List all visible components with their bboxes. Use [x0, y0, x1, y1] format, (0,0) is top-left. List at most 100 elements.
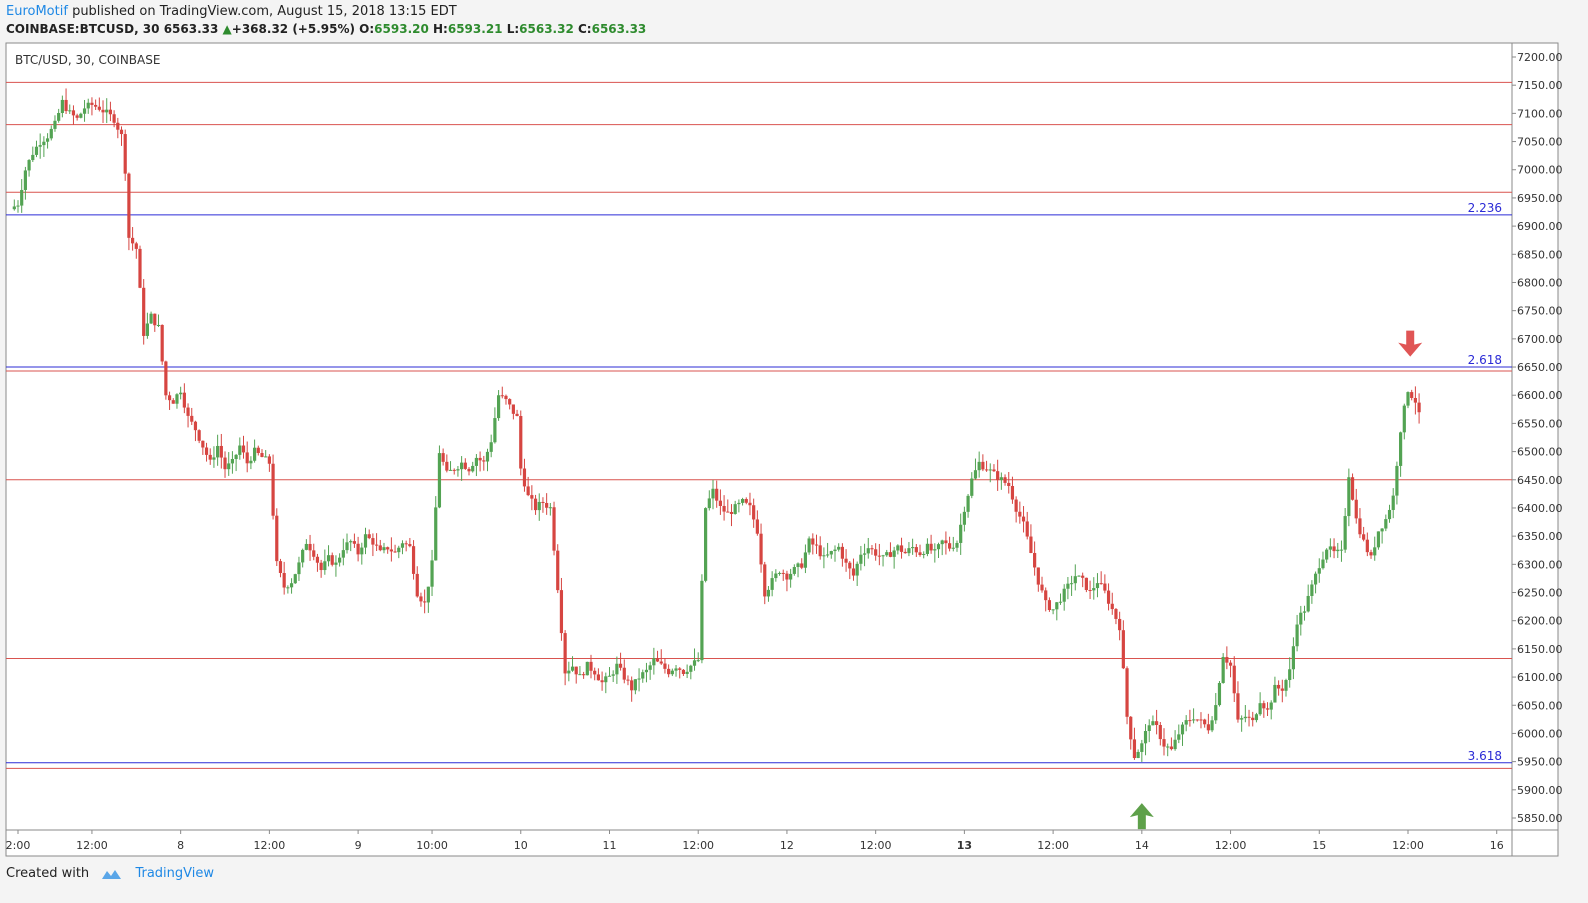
- candle-body: [881, 555, 885, 557]
- candle-body: [1269, 702, 1273, 710]
- candle-body: [829, 551, 833, 555]
- candle-body: [108, 109, 113, 115]
- candle-body: [803, 552, 808, 568]
- candle-body: [1129, 716, 1133, 740]
- candle-body: [1288, 669, 1292, 681]
- candle-body: [138, 248, 142, 288]
- candle-body: [752, 505, 756, 520]
- candle-body: [1044, 590, 1048, 601]
- candle-body: [452, 469, 456, 471]
- candle-body: [1240, 718, 1244, 720]
- horizontal-lines: 2.236 2.618 3.618: [6, 81, 1512, 769]
- candle-body: [951, 547, 955, 549]
- candle-body: [1047, 600, 1052, 610]
- candle-body: [238, 445, 242, 455]
- candle-body: [659, 661, 663, 664]
- candle-body: [142, 287, 146, 336]
- candle-body: [814, 544, 819, 546]
- candle-body: [1025, 521, 1029, 537]
- candle-body: [1373, 547, 1377, 556]
- fib-label-8: 3.618: [1468, 749, 1502, 763]
- candle-body: [696, 660, 700, 662]
- candle-body: [1195, 719, 1199, 721]
- candle-body: [374, 544, 379, 546]
- candle-body: [1217, 682, 1222, 706]
- candle-body: [123, 134, 127, 174]
- candle-body: [1143, 731, 1148, 744]
- candle-body: [755, 519, 759, 534]
- candle-body: [393, 551, 397, 553]
- candle-body: [663, 663, 667, 669]
- candle-body: [382, 547, 386, 551]
- candle-body: [190, 415, 194, 422]
- candle-body: [929, 543, 933, 551]
- candle-body: [301, 549, 305, 563]
- candle-body: [899, 545, 904, 552]
- y-tick-label: 6900.00: [1517, 220, 1563, 233]
- candle-body: [1306, 595, 1310, 612]
- candle-body: [360, 547, 364, 555]
- candle-body: [171, 400, 175, 404]
- candle-body: [64, 99, 68, 112]
- tradingview-link[interactable]: TradingView: [135, 866, 214, 881]
- candle-body: [685, 671, 689, 674]
- time-axis[interactable]: 2:00 12:00 8 12:00 9 10:00 10 11 12:00 12 12:00 13 1…: [6, 830, 1504, 852]
- x-tick-label: 8: [177, 839, 184, 852]
- candle-body: [212, 457, 216, 460]
- candle-body: [1125, 668, 1129, 717]
- x-tick-label: 12:00: [860, 839, 892, 852]
- candle-body: [740, 499, 745, 503]
- candle-body: [1369, 552, 1373, 556]
- candle-body: [851, 568, 856, 576]
- candle-body: [866, 548, 870, 554]
- author-link[interactable]: EuroMotif: [6, 4, 68, 19]
- candle-body: [456, 469, 460, 471]
- candle-body: [504, 395, 508, 400]
- candle-body: [611, 674, 615, 676]
- candle-body: [511, 404, 515, 414]
- candle-body: [430, 560, 434, 587]
- candle-body: [582, 674, 586, 676]
- y-tick-label: 6650.00: [1517, 361, 1563, 374]
- candle-body: [641, 672, 645, 679]
- candle-body: [1376, 531, 1381, 548]
- candle-body: [722, 505, 726, 512]
- candle-body: [1158, 725, 1162, 740]
- candle-body: [737, 502, 741, 505]
- candle-body: [1284, 680, 1288, 691]
- candle-body: [1310, 584, 1314, 596]
- candle-body: [1273, 684, 1277, 703]
- candle-body: [1177, 734, 1181, 740]
- candle-body: [1299, 612, 1303, 625]
- candle-body: [367, 534, 371, 539]
- candle-body: [1151, 721, 1155, 726]
- y-tick-label: 6200.00: [1517, 615, 1563, 628]
- candle-body: [1184, 720, 1188, 725]
- candle-body: [1077, 575, 1081, 577]
- price-axis[interactable]: 7200.00 7150.00 7100.00 7050.00 7000.00 6950.…: [1512, 51, 1563, 825]
- symbol-label: COINBASE:BTCUSD, 30: [6, 22, 160, 36]
- candle-body: [545, 503, 549, 508]
- x-tick-label: 11: [602, 839, 616, 852]
- candle-body: [437, 453, 442, 508]
- candle-body: [1413, 397, 1417, 403]
- candle-body: [116, 122, 120, 130]
- x-tick-label: 10: [514, 839, 528, 852]
- candle-body: [411, 546, 416, 574]
- candle-body: [644, 669, 649, 673]
- candle-body: [519, 415, 523, 469]
- candle-body: [1095, 583, 1100, 589]
- candle-body: [648, 665, 652, 670]
- candle-body: [1251, 717, 1255, 721]
- candle-body: [667, 668, 671, 675]
- y-tick-label: 7000.00: [1517, 164, 1563, 177]
- candle-body: [338, 557, 342, 563]
- candle-body: [94, 104, 98, 107]
- candle-body: [859, 554, 863, 564]
- candle-body: [1380, 528, 1384, 532]
- candle-body: [53, 120, 57, 129]
- candle-body: [567, 670, 571, 674]
- footer: Created with TradingView: [6, 866, 214, 881]
- candle-body: [600, 680, 604, 683]
